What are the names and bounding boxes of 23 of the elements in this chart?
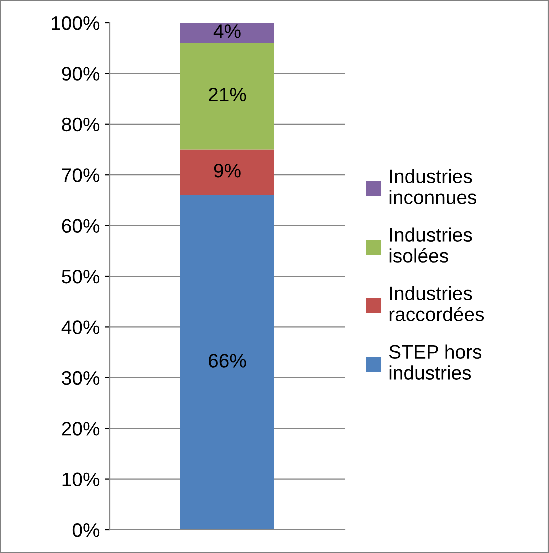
bar — [180, 150, 274, 196]
y-tick-label: 60% — [62, 219, 100, 234]
y-tick-label: 20% — [62, 422, 100, 436]
y-tick-label: 10% — [62, 472, 100, 487]
y-tick-label: 90% — [62, 67, 100, 81]
y-tick-label: 50% — [62, 270, 100, 284]
bar — [180, 23, 274, 44]
y-tick-label: 0% — [72, 523, 100, 538]
legend-label: STEP hors industries — [389, 344, 482, 380]
y-tick-label: 70% — [62, 168, 100, 182]
y-tick-label: 40% — [62, 320, 100, 334]
text: 66% — [209, 354, 246, 368]
legend-label: Industries inconnues — [390, 169, 477, 204]
y-tick-label: 30% — [62, 371, 100, 386]
bar — [180, 43, 274, 150]
legend-label: Industries isolées — [390, 228, 472, 263]
text: 4% — [214, 24, 241, 38]
bar — [180, 195, 274, 530]
text: 21% — [209, 88, 246, 102]
y-tick-label: 100% — [52, 16, 100, 30]
legend-label: Industries raccordées — [390, 286, 484, 322]
y-tick-label: 80% — [62, 118, 100, 132]
text: 9% — [214, 164, 241, 178]
